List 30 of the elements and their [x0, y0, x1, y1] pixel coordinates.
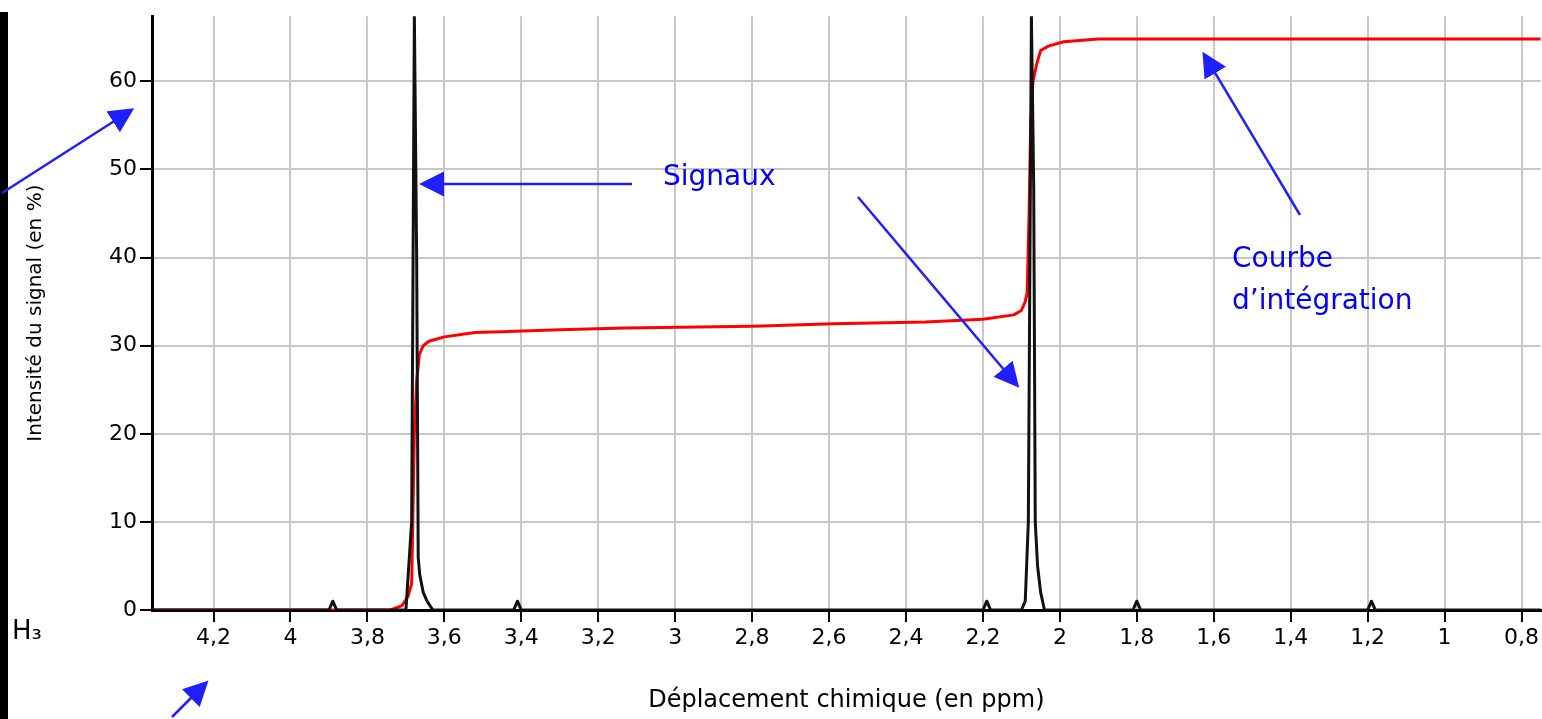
x-tick-label: 1,2: [1350, 623, 1386, 649]
x-tick-label: 3,2: [580, 623, 616, 649]
y-tick-label: 60: [109, 67, 137, 93]
y-tick-label: 40: [109, 243, 137, 269]
text: H₃: [12, 614, 42, 645]
y-tick-label: 50: [109, 155, 137, 181]
x-tick-label: 3,8: [349, 623, 385, 649]
x-axis-title: Déplacement chimique (en ppm): [648, 684, 1045, 713]
x-tick-label: 2,8: [734, 623, 770, 649]
x-tick-label: 1,6: [1196, 623, 1232, 649]
x-tick-label: 0,8: [1504, 623, 1540, 649]
y-tick-label: 0: [123, 595, 137, 621]
x-tick-label: 2: [1052, 623, 1067, 649]
x-tick-label: 3,6: [426, 623, 462, 649]
annotation: Signaux: [663, 159, 776, 193]
y-tick-label: 20: [109, 419, 137, 445]
x-tick-label: 3: [668, 623, 683, 649]
x-tick-label: 1,8: [1119, 623, 1155, 649]
y-axis-title: Intensité du signal (en %): [22, 184, 47, 442]
x-tick-label: 2,4: [888, 623, 924, 649]
annotation: Courbe d’intégration: [1232, 241, 1413, 317]
y-tick-label: 10: [109, 507, 137, 533]
x-tick-label: 4,2: [196, 623, 232, 649]
x-tick-label: 1: [1437, 623, 1452, 649]
x-tick-label: 4: [283, 623, 298, 649]
x-tick-label: 2,2: [965, 623, 1001, 649]
x-tick-label: 1,4: [1273, 623, 1309, 649]
y-tick-label: 30: [109, 331, 137, 357]
x-tick-label: 3,4: [503, 623, 539, 649]
x-tick-label: 2,6: [811, 623, 847, 649]
